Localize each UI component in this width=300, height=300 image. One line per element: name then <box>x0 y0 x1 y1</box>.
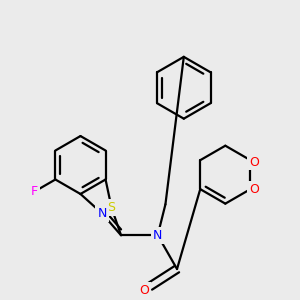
Text: N: N <box>97 207 107 220</box>
Text: O: O <box>249 156 259 169</box>
Text: O: O <box>249 183 259 196</box>
Text: O: O <box>139 284 149 297</box>
Text: N: N <box>153 229 162 242</box>
Text: S: S <box>108 201 116 214</box>
Text: F: F <box>31 185 38 198</box>
